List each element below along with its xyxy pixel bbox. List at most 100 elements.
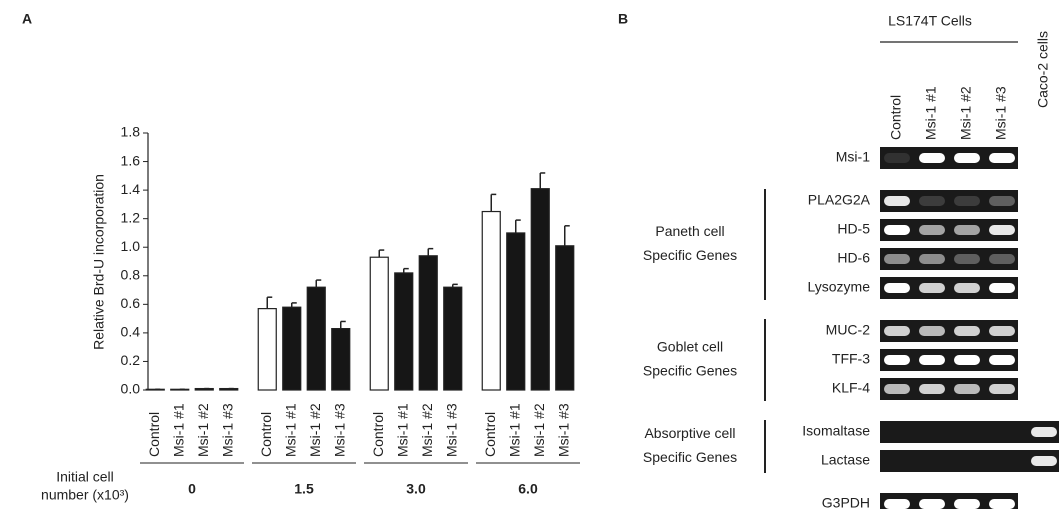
gene-label: PLA2G2A bbox=[808, 192, 871, 208]
section-label: Paneth cell bbox=[655, 223, 724, 239]
gel-band bbox=[884, 326, 910, 336]
bar bbox=[444, 287, 462, 390]
x-axis-title: number (x10³) bbox=[41, 487, 129, 503]
gel-band bbox=[884, 196, 910, 206]
gel-band bbox=[989, 196, 1015, 206]
gel-band bbox=[919, 326, 945, 336]
x-tick-label: Msi-1 #2 bbox=[307, 403, 323, 457]
lane-label: Msi-1 #3 bbox=[993, 86, 1009, 140]
x-tick-label: Msi-1 #2 bbox=[195, 403, 211, 457]
panel-label: A bbox=[22, 11, 32, 27]
x-tick-label: Msi-1 #1 bbox=[282, 403, 298, 457]
gel-band bbox=[919, 153, 945, 163]
gel-band bbox=[954, 283, 980, 293]
gel-band bbox=[954, 427, 980, 437]
lane-label: Control bbox=[888, 95, 904, 140]
gel-band bbox=[989, 254, 1015, 264]
gel-band bbox=[919, 355, 945, 365]
bar bbox=[195, 389, 213, 390]
bar bbox=[146, 389, 164, 390]
bar bbox=[395, 273, 413, 390]
y-tick-label: 1.2 bbox=[121, 209, 141, 225]
x-tick-label: Control bbox=[146, 412, 162, 457]
y-tick-label: 0.8 bbox=[121, 266, 141, 282]
gel-band bbox=[989, 456, 1015, 466]
gel-band bbox=[884, 153, 910, 163]
gel-band bbox=[954, 225, 980, 235]
y-tick-label: 0.6 bbox=[121, 295, 141, 311]
gel-band bbox=[919, 196, 945, 206]
gel-band bbox=[884, 355, 910, 365]
y-tick-label: 0.2 bbox=[121, 352, 141, 368]
gel-band bbox=[989, 153, 1015, 163]
gel-band bbox=[954, 384, 980, 394]
gel-band bbox=[919, 225, 945, 235]
group-label: 1.5 bbox=[294, 481, 314, 497]
gene-label: HD-6 bbox=[837, 250, 870, 266]
gel-band bbox=[884, 225, 910, 235]
y-axis-title: Relative Brd-U incorporation bbox=[91, 174, 107, 350]
gel-band bbox=[919, 384, 945, 394]
gel-band bbox=[954, 499, 980, 509]
bar bbox=[258, 309, 276, 390]
section-label: Specific Genes bbox=[643, 449, 737, 465]
gene-label: Lysozyme bbox=[807, 279, 870, 295]
gel-band bbox=[989, 355, 1015, 365]
bar bbox=[507, 233, 525, 390]
bar bbox=[482, 212, 500, 390]
y-tick-label: 0.0 bbox=[121, 381, 141, 397]
bar bbox=[220, 389, 238, 390]
x-tick-label: Msi-1 #3 bbox=[219, 403, 235, 457]
gel-title: LS174T Cells bbox=[888, 13, 972, 29]
bar bbox=[556, 246, 574, 390]
lane-label: Caco-2 cells bbox=[1035, 31, 1051, 108]
group-label: 6.0 bbox=[518, 481, 538, 497]
gel-band bbox=[954, 355, 980, 365]
lane-label: Msi-1 #2 bbox=[958, 86, 974, 140]
bar bbox=[370, 257, 388, 390]
gel-band bbox=[989, 283, 1015, 293]
gel-band bbox=[989, 499, 1015, 509]
bar bbox=[283, 307, 301, 390]
y-tick-label: 1.8 bbox=[121, 124, 141, 140]
x-tick-label: Msi-1 #1 bbox=[394, 403, 410, 457]
bar bbox=[419, 256, 437, 390]
gene-label: HD-5 bbox=[837, 221, 870, 237]
gel-band bbox=[884, 283, 910, 293]
x-tick-label: Msi-1 #2 bbox=[531, 403, 547, 457]
lane-label: Msi-1 #1 bbox=[923, 86, 939, 140]
gene-label: MUC-2 bbox=[826, 322, 871, 338]
section-label: Specific Genes bbox=[643, 363, 737, 379]
gel-band bbox=[954, 456, 980, 466]
bar bbox=[332, 329, 350, 390]
section-label: Absorptive cell bbox=[644, 425, 735, 441]
x-tick-label: Control bbox=[482, 412, 498, 457]
section-label: Specific Genes bbox=[643, 247, 737, 263]
gel-band bbox=[954, 326, 980, 336]
gel-band bbox=[1031, 456, 1057, 466]
gene-label: Lactase bbox=[821, 452, 870, 468]
gel-band bbox=[919, 254, 945, 264]
gel-band bbox=[954, 153, 980, 163]
y-tick-label: 1.0 bbox=[121, 238, 141, 254]
gene-label: Isomaltase bbox=[802, 423, 870, 439]
gel-band bbox=[884, 427, 910, 437]
x-tick-label: Msi-1 #3 bbox=[443, 403, 459, 457]
x-tick-label: Control bbox=[258, 412, 274, 457]
bar bbox=[307, 287, 325, 390]
gene-label: TFF-3 bbox=[832, 351, 870, 367]
bar bbox=[531, 189, 549, 390]
figure: A B Initial cell number (x10³) Relative … bbox=[0, 0, 1059, 509]
gel-band bbox=[884, 254, 910, 264]
group-label: 0 bbox=[188, 481, 196, 497]
panel-label: B bbox=[618, 11, 628, 27]
gel-band bbox=[954, 196, 980, 206]
gel-band bbox=[989, 225, 1015, 235]
gel-band bbox=[884, 456, 910, 466]
gel-band bbox=[919, 427, 945, 437]
gene-label: Msi-1 bbox=[836, 149, 870, 165]
x-axis-title: Initial cell bbox=[56, 469, 114, 485]
gel-band bbox=[919, 283, 945, 293]
group-label: 3.0 bbox=[406, 481, 426, 497]
bar bbox=[171, 389, 189, 390]
